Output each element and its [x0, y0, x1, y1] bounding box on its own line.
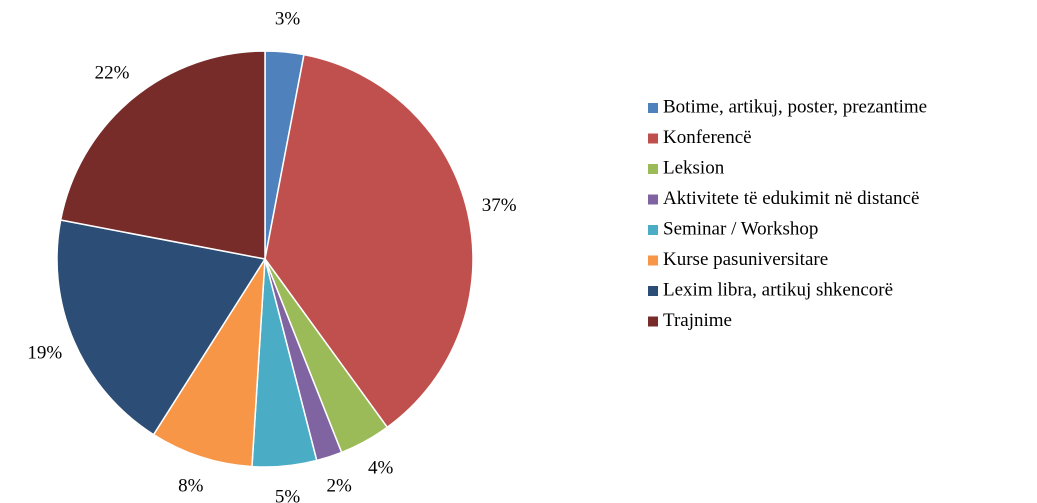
legend-swatch [648, 194, 658, 205]
legend-swatch [648, 133, 658, 144]
legend-swatch [648, 316, 658, 327]
pie-slice [152, 258, 266, 468]
legend-label: Aktivitete të edukimit në distancë [663, 188, 919, 209]
legend-swatch [648, 286, 658, 296]
data-label: 37% [482, 195, 517, 216]
legend-label: Leksion [663, 157, 725, 178]
legend-swatch [648, 225, 658, 235]
data-label: 19% [27, 343, 62, 364]
pie-slice [264, 53, 474, 429]
data-label: 5% [275, 486, 301, 503]
data-label: 8% [178, 476, 204, 497]
legend-swatch [648, 164, 658, 174]
data-label: 3% [275, 8, 301, 29]
legend-label: Lexim libra, artikuj shkencorë [663, 279, 893, 300]
legend-label: Konferencë [663, 127, 752, 148]
pie-slice [59, 50, 266, 260]
legend-swatch [648, 255, 658, 266]
legend-label: Botime, artikuj, poster, prezantime [663, 96, 927, 117]
legend-label: Seminar / Workshop [663, 218, 818, 239]
legend-label: Trajnime [663, 310, 732, 331]
legend-swatch [648, 103, 658, 113]
data-label: 22% [95, 62, 130, 83]
data-label: 4% [368, 458, 394, 479]
data-label: 2% [327, 476, 353, 497]
legend-label: Kurse pasuniversitare [663, 249, 828, 270]
pie-slice [56, 219, 267, 436]
